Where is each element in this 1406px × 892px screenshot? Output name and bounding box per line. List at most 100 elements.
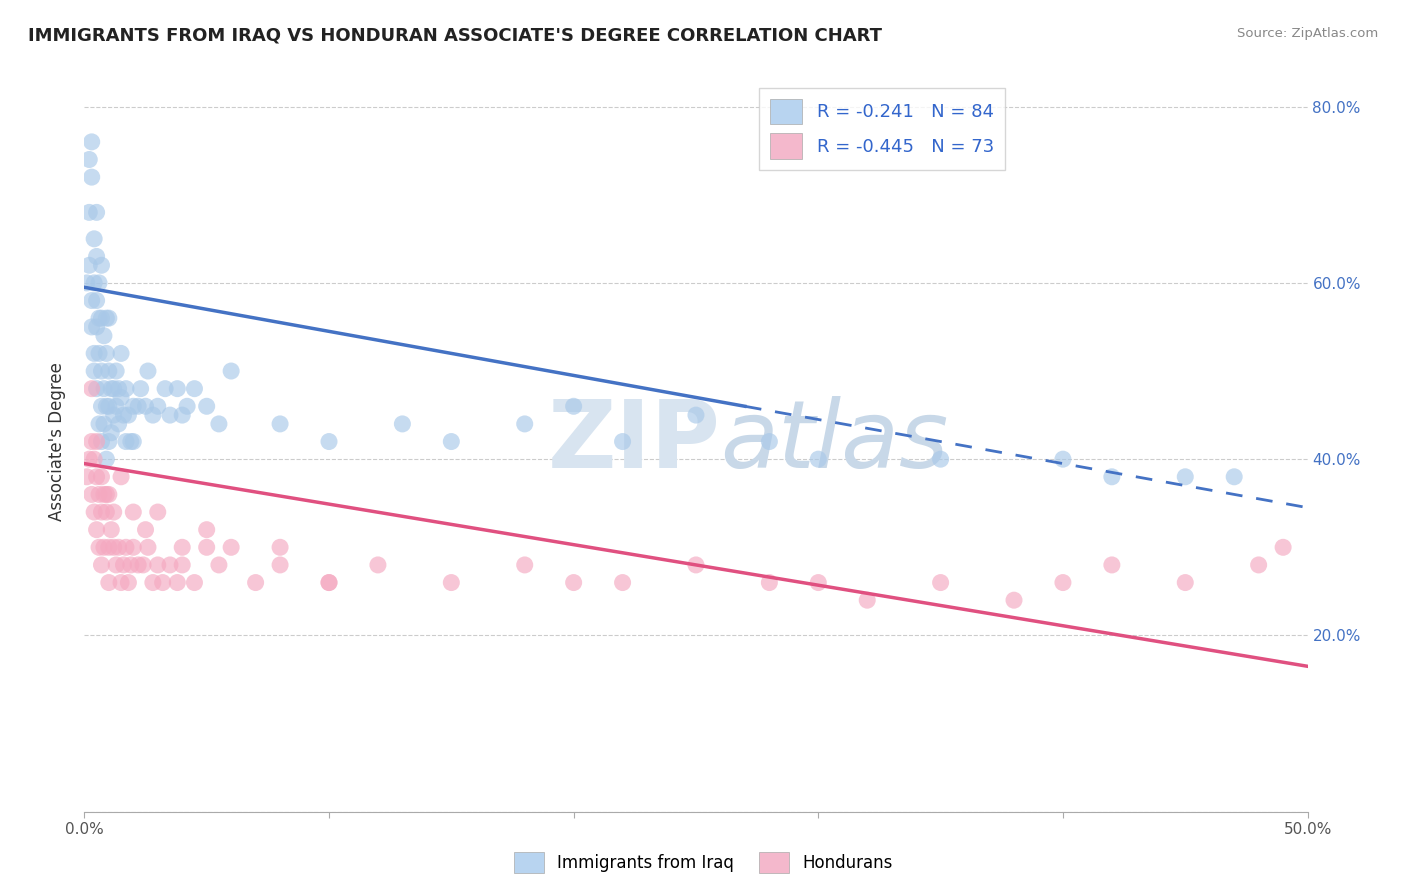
- Point: [183, 382, 205, 396]
- Point: [135, 523, 157, 537]
- Point: [136, 364, 159, 378]
- Point: [90, 364, 112, 378]
- Point: [112, 408, 135, 422]
- Point: [96, 487, 118, 501]
- Point: [1101, 470, 1123, 484]
- Point: [107, 417, 129, 431]
- Point: [100, 382, 122, 396]
- Point: [562, 399, 585, 413]
- Point: [142, 575, 165, 590]
- Point: [103, 408, 125, 422]
- Point: [80, 170, 103, 185]
- Point: [90, 434, 112, 449]
- Point: [115, 541, 138, 555]
- Point: [172, 408, 194, 422]
- Point: [77, 153, 100, 167]
- Point: [90, 505, 112, 519]
- Point: [117, 575, 139, 590]
- Point: [93, 541, 115, 555]
- Point: [112, 558, 135, 572]
- Point: [90, 399, 112, 413]
- Point: [1052, 452, 1074, 467]
- Point: [318, 434, 340, 449]
- Point: [245, 575, 267, 590]
- Point: [136, 541, 159, 555]
- Point: [318, 575, 340, 590]
- Point: [127, 399, 149, 413]
- Point: [86, 250, 108, 264]
- Point: [105, 558, 128, 572]
- Point: [96, 452, 118, 467]
- Point: [153, 382, 176, 396]
- Point: [80, 382, 103, 396]
- Point: [83, 364, 105, 378]
- Point: [195, 523, 218, 537]
- Point: [146, 558, 169, 572]
- Point: [1223, 470, 1246, 484]
- Point: [166, 575, 188, 590]
- Point: [93, 487, 115, 501]
- Point: [269, 541, 291, 555]
- Point: [562, 575, 585, 590]
- Point: [96, 311, 118, 326]
- Point: [87, 541, 110, 555]
- Point: [1174, 575, 1197, 590]
- Point: [103, 541, 125, 555]
- Point: [142, 408, 165, 422]
- Point: [86, 205, 108, 219]
- Point: [183, 575, 205, 590]
- Point: [105, 364, 128, 378]
- Point: [318, 575, 340, 590]
- Point: [86, 470, 108, 484]
- Point: [513, 417, 536, 431]
- Point: [83, 346, 105, 360]
- Point: [115, 382, 138, 396]
- Point: [1101, 558, 1123, 572]
- Point: [107, 382, 129, 396]
- Point: [135, 399, 157, 413]
- Point: [122, 434, 145, 449]
- Point: [96, 346, 118, 360]
- Point: [129, 382, 152, 396]
- Point: [929, 452, 952, 467]
- Point: [172, 558, 194, 572]
- Point: [103, 505, 125, 519]
- Point: [97, 541, 120, 555]
- Point: [120, 434, 142, 449]
- Point: [96, 505, 118, 519]
- Point: [83, 452, 105, 467]
- Point: [83, 505, 105, 519]
- Point: [122, 399, 145, 413]
- Point: [269, 417, 291, 431]
- Point: [93, 382, 115, 396]
- Point: [87, 417, 110, 431]
- Point: [440, 575, 463, 590]
- Point: [80, 135, 103, 149]
- Point: [1052, 575, 1074, 590]
- Point: [77, 258, 100, 272]
- Point: [110, 470, 132, 484]
- Point: [93, 417, 115, 431]
- Point: [103, 382, 125, 396]
- Y-axis label: Associate's Degree: Associate's Degree: [48, 362, 66, 521]
- Point: [77, 452, 100, 467]
- Point: [152, 575, 174, 590]
- Text: IMMIGRANTS FROM IRAQ VS HONDURAN ASSOCIATE'S DEGREE CORRELATION CHART: IMMIGRANTS FROM IRAQ VS HONDURAN ASSOCIA…: [28, 27, 882, 45]
- Point: [110, 391, 132, 405]
- Point: [100, 523, 122, 537]
- Point: [86, 382, 108, 396]
- Point: [127, 558, 149, 572]
- Point: [107, 541, 129, 555]
- Point: [176, 399, 198, 413]
- Point: [122, 505, 145, 519]
- Point: [269, 558, 291, 572]
- Point: [87, 487, 110, 501]
- Point: [1247, 558, 1270, 572]
- Point: [166, 382, 188, 396]
- Point: [76, 276, 98, 290]
- Point: [219, 364, 242, 378]
- Point: [1272, 541, 1295, 555]
- Point: [100, 425, 122, 440]
- Point: [110, 575, 132, 590]
- Point: [758, 575, 780, 590]
